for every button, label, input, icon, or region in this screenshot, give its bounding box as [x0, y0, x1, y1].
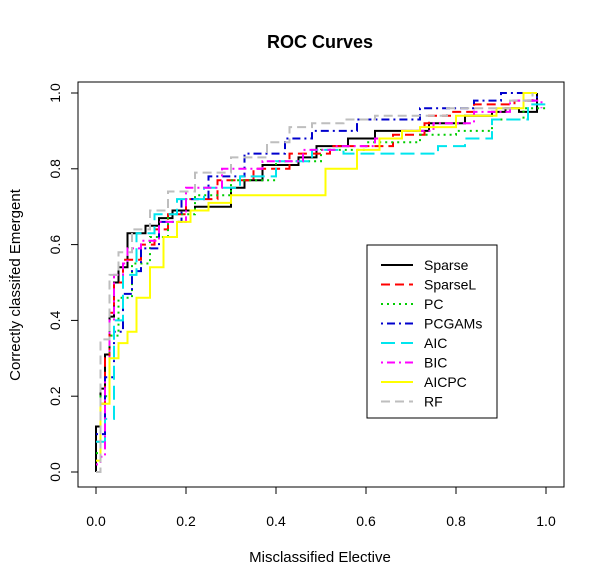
- x-tick-label: 0.8: [446, 513, 466, 529]
- y-tick-label: 0.8: [47, 159, 63, 179]
- legend-label-sparse: Sparse: [424, 257, 469, 273]
- y-tick-label: 0.2: [47, 386, 63, 406]
- x-tick-label: 0.6: [356, 513, 376, 529]
- x-tick-label: 0.2: [176, 513, 196, 529]
- plot-area: [95, 92, 546, 473]
- series-line-aicpc: [96, 92, 537, 462]
- legend-label-bic: BIC: [424, 355, 447, 371]
- legend-label-pcgams: PCGAMs: [424, 316, 482, 332]
- x-axis-label: Misclassified Elective: [249, 549, 391, 566]
- legend-label-pc: PC: [424, 296, 443, 312]
- x-axis: 0.0 0.2 0.4 0.6 0.8 1.0: [86, 486, 556, 529]
- y-axis: 0.0 0.2 0.4 0.6 0.8 1.0: [47, 83, 79, 482]
- legend-label-sparsel: SparseL: [424, 277, 476, 293]
- legend-label-aicpc: AICPC: [424, 374, 467, 390]
- y-tick-label: 1.0: [47, 83, 63, 103]
- series-line-rf: [96, 93, 534, 473]
- legend-label-rf: RF: [424, 394, 443, 410]
- legend-box: [366, 244, 498, 419]
- y-axis-label: Correctly classifed Emergent: [7, 188, 24, 381]
- series-line-aic: [96, 103, 546, 443]
- legend-label-aic: AIC: [424, 335, 447, 351]
- series-line-sparsel: [96, 93, 534, 443]
- x-tick-label: 0.4: [266, 513, 286, 529]
- series-line-bic: [96, 99, 543, 466]
- x-tick-label: 1.0: [536, 513, 556, 529]
- y-tick-label: 0.0: [47, 462, 63, 482]
- y-tick-label: 0.4: [47, 310, 63, 330]
- chart-title: ROC Curves: [267, 32, 373, 52]
- legend: Sparse SparseL PC PCGAMs AIC BIC AICPC RF: [366, 244, 498, 419]
- y-tick-label: 0.6: [47, 235, 63, 255]
- x-tick-label: 0.0: [86, 513, 106, 529]
